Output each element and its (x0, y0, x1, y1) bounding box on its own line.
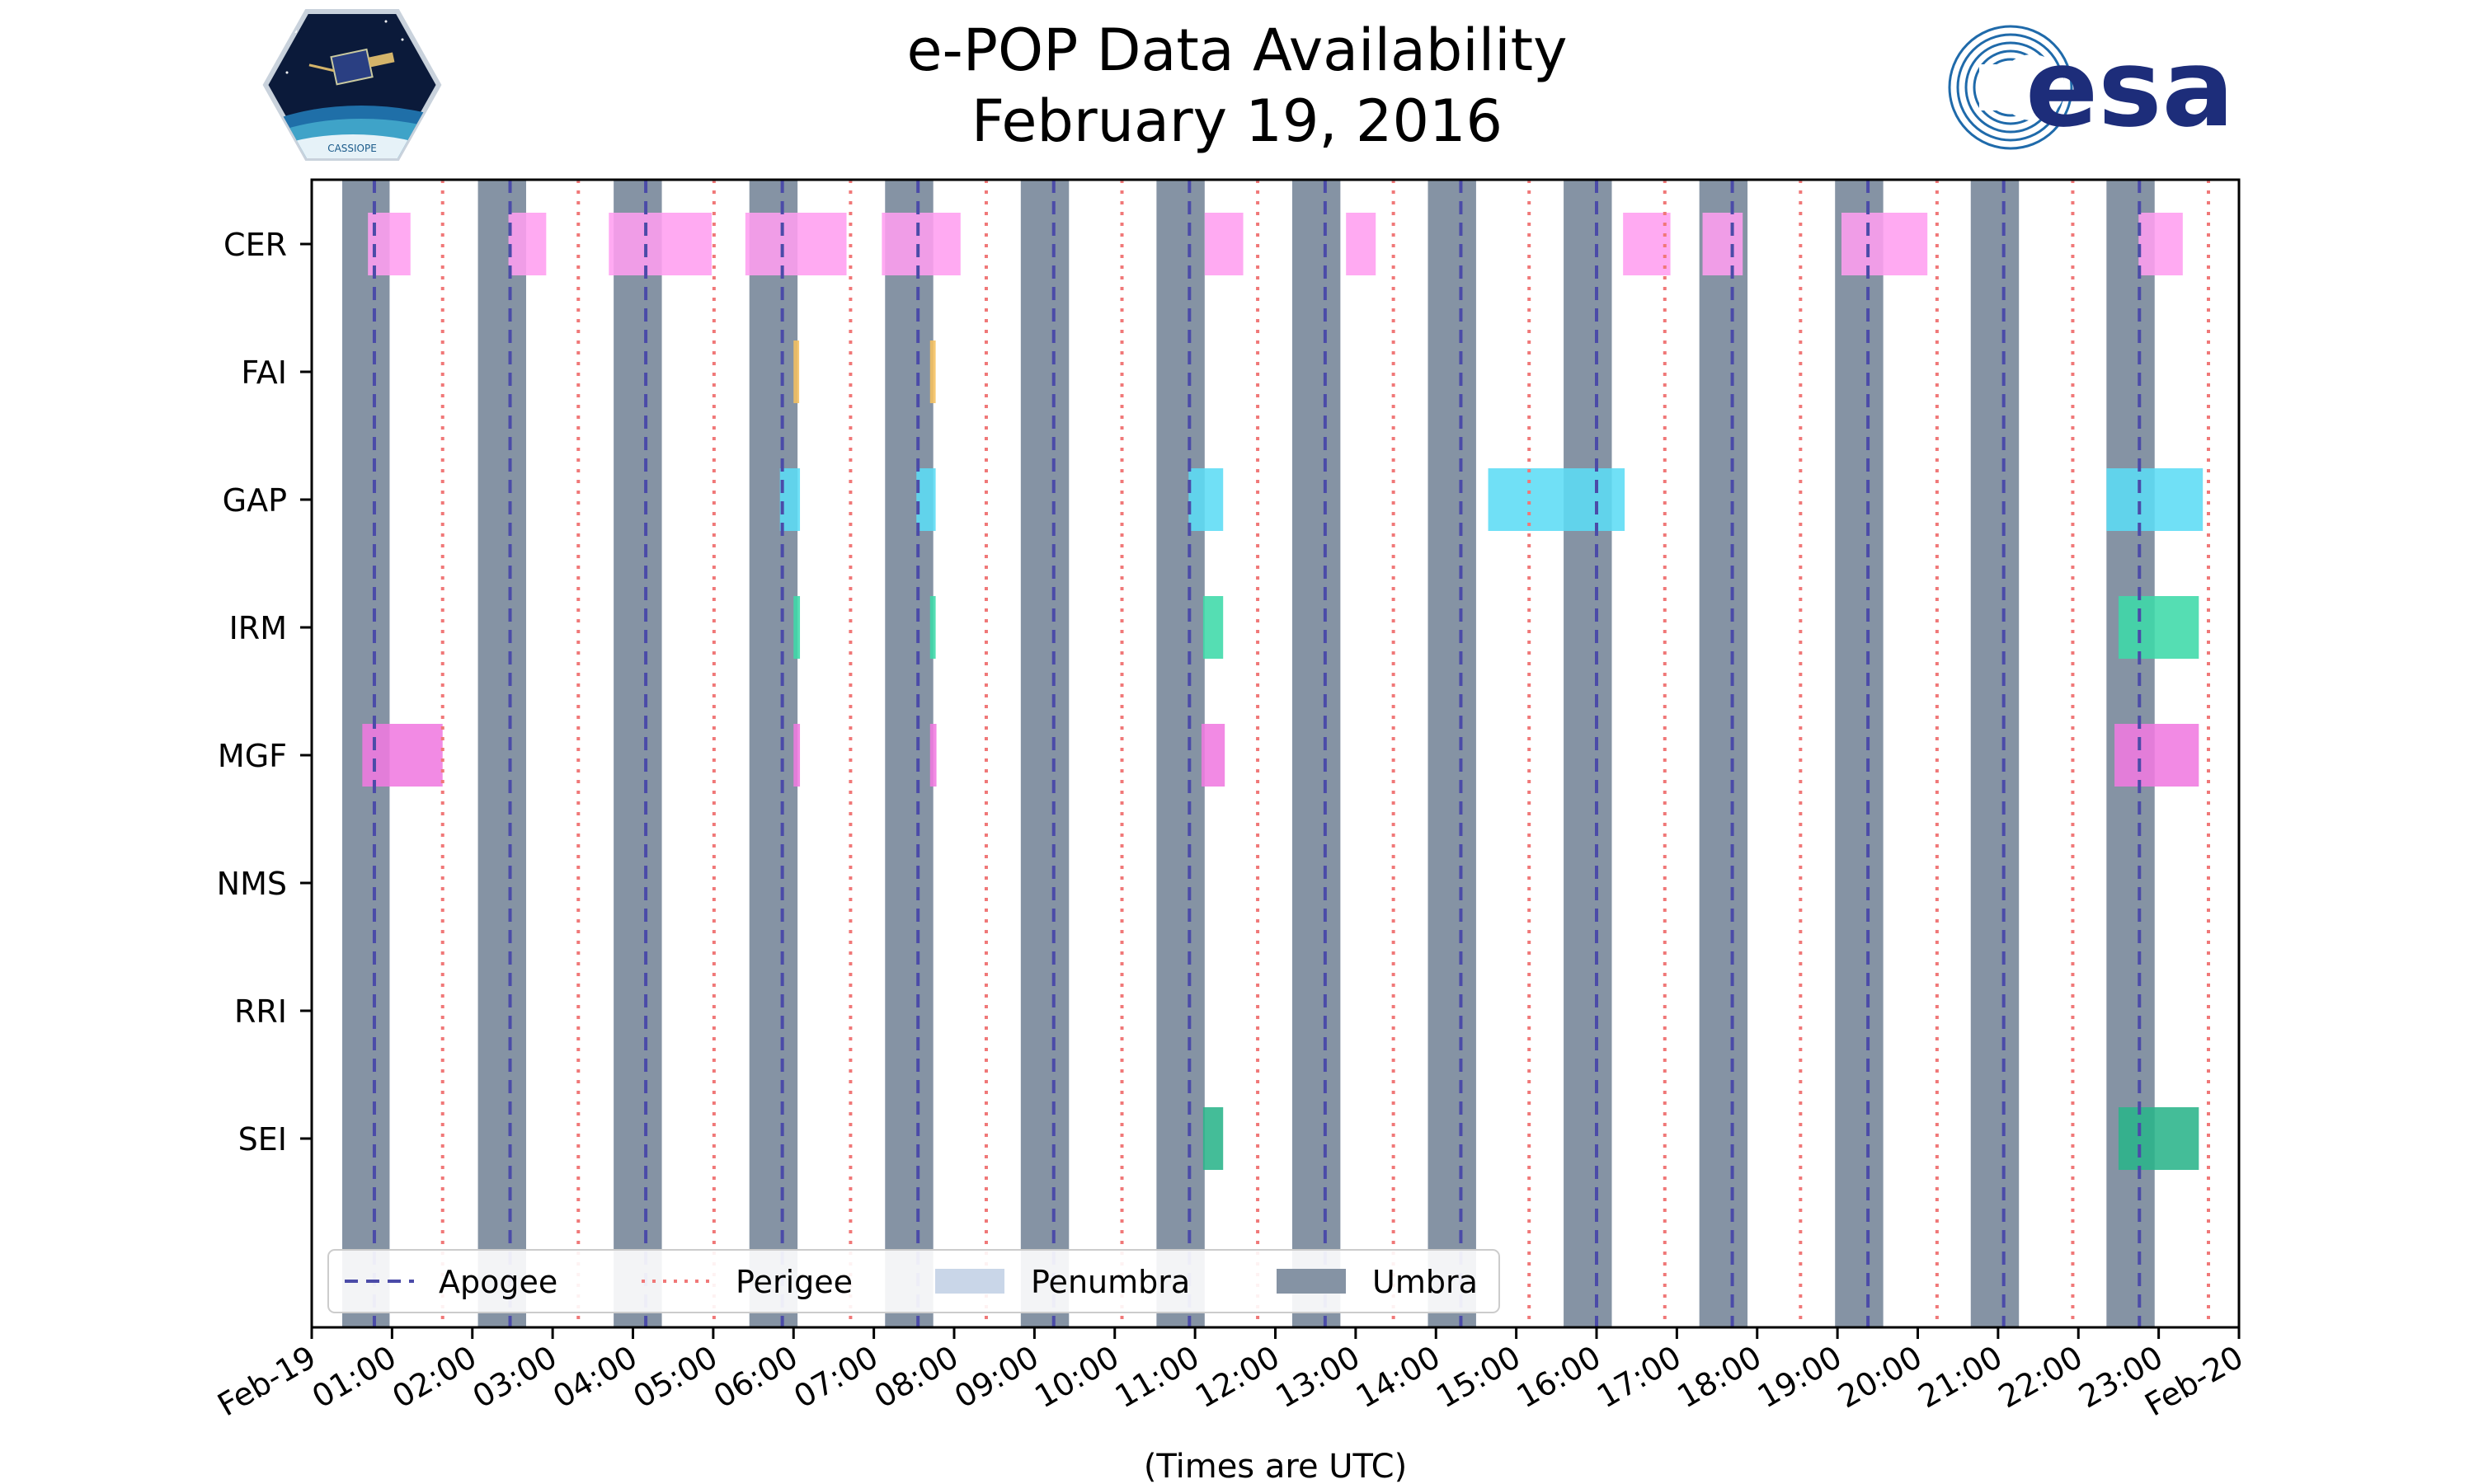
legend-perigee-label: Perigee (736, 1264, 853, 1300)
availability-bar-cer (1702, 213, 1743, 275)
x-tick-label: 17:00 (1591, 1339, 1687, 1416)
chart-subtitle: February 19, 2016 (971, 87, 1503, 155)
umbra-band (614, 180, 662, 1327)
availability-bar-cer (745, 213, 847, 275)
cassiope-badge-icon: CASSIOPE (262, 9, 442, 161)
availability-bar-sei (1202, 1107, 1224, 1170)
esa-logo-text: esa (2025, 26, 2234, 151)
availability-bar-sei (2118, 1107, 2199, 1170)
x-tick-label: 20:00 (1832, 1339, 1928, 1416)
availability-bar-mgf (1201, 724, 1225, 787)
umbra-band (1564, 180, 1612, 1327)
umbra-band (1020, 180, 1070, 1327)
y-tick-label-nms: NMS (217, 866, 287, 902)
availability-bar-fai (793, 340, 800, 403)
availability-bar-mgf (793, 724, 801, 787)
x-tick-label: 15:00 (1430, 1339, 1526, 1416)
availability-bar-mgf (929, 724, 937, 787)
x-tick-label: 01:00 (306, 1339, 402, 1416)
legend-umbra-label: Umbra (1372, 1264, 1478, 1300)
esa-logo: esa (1946, 20, 2309, 160)
x-tick-label: 03:00 (467, 1339, 563, 1416)
availability-bar-cer (1204, 213, 1244, 275)
availability-bar-gap (779, 468, 801, 531)
legend-apogee-label: Apogee (439, 1264, 557, 1300)
x-tick-label: 22:00 (1992, 1339, 2089, 1416)
availability-bar-cer (1841, 213, 1928, 275)
umbra-band (1699, 180, 1748, 1327)
legend-box (327, 1249, 1500, 1313)
availability-bar-cer (1623, 213, 1671, 275)
y-tick-label-cer: CER (223, 227, 287, 263)
legend-penumbra-label: Penumbra (1031, 1264, 1190, 1300)
x-tick-label: 19:00 (1752, 1339, 1848, 1416)
x-axis-label: (Times are UTC) (1144, 1448, 1407, 1484)
y-tick-label-gap: GAP (223, 482, 287, 519)
x-tick-label: 12:00 (1189, 1339, 1286, 1416)
x-tick-label: 06:00 (708, 1339, 804, 1416)
umbra-band (749, 180, 798, 1327)
legend-penumbra-swatch (935, 1269, 1004, 1294)
legend-umbra-swatch (1277, 1269, 1346, 1294)
umbra-band (885, 180, 934, 1327)
x-tick-label: 13:00 (1270, 1339, 1366, 1416)
x-tick-label: 04:00 (547, 1339, 643, 1416)
y-tick-label-irm: IRM (229, 610, 287, 646)
x-tick-label: 16:00 (1511, 1339, 1607, 1416)
availability-bar-irm (1202, 596, 1224, 659)
chart-title: e-POP Data Availability (906, 16, 1568, 84)
x-tick-label: 09:00 (948, 1339, 1045, 1416)
umbra-band (477, 180, 526, 1327)
x-tick-label: 21:00 (1912, 1339, 2009, 1416)
availability-bar-irm (793, 596, 801, 659)
y-tick-label-sei: SEI (238, 1121, 287, 1158)
availability-bar-irm (929, 596, 936, 659)
availability-bar-cer (609, 213, 712, 275)
x-tick-label: 14:00 (1350, 1339, 1446, 1416)
availability-bar-cer (508, 213, 547, 275)
umbra-band (1291, 180, 1341, 1327)
x-tick-label: 08:00 (868, 1339, 965, 1416)
x-tick-label: Feb-19 (211, 1339, 322, 1424)
availability-bar-gap (1488, 468, 1625, 531)
y-tick-label-rri: RRI (234, 993, 287, 1030)
umbra-band (1835, 180, 1884, 1327)
availability-bar-fai (929, 340, 936, 403)
esa-swirl-icon: esa (1948, 25, 2234, 151)
x-tick-label: 05:00 (628, 1339, 724, 1416)
umbra-band (1156, 180, 1205, 1327)
availability-bar-mgf (362, 724, 443, 787)
umbra-band (1427, 180, 1476, 1327)
x-tick-label: 18:00 (1671, 1339, 1767, 1416)
availability-bar-mgf (2114, 724, 2199, 787)
availability-bar-cer (882, 213, 961, 275)
availability-bar-gap (2106, 468, 2204, 531)
x-tick-label: 11:00 (1109, 1339, 1206, 1416)
cassiope-logo-text: CASSIOPE (327, 143, 377, 154)
x-tick-label: 10:00 (1028, 1339, 1125, 1416)
cassiope-logo: CASSIOPE (262, 7, 442, 163)
x-tick-label: 02:00 (386, 1339, 482, 1416)
umbra-band (1970, 180, 2020, 1327)
availability-bar-irm (2118, 596, 2199, 659)
x-tick-label: 07:00 (788, 1339, 884, 1416)
plot-background (312, 180, 2239, 1327)
y-tick-label-mgf: MGF (218, 738, 287, 774)
y-tick-label-fai: FAI (241, 355, 287, 391)
availability-bar-gap (916, 468, 936, 531)
availability-bar-cer (2138, 213, 2183, 275)
availability-bar-cer (1346, 213, 1376, 275)
availability-bar-gap (1188, 468, 1224, 531)
